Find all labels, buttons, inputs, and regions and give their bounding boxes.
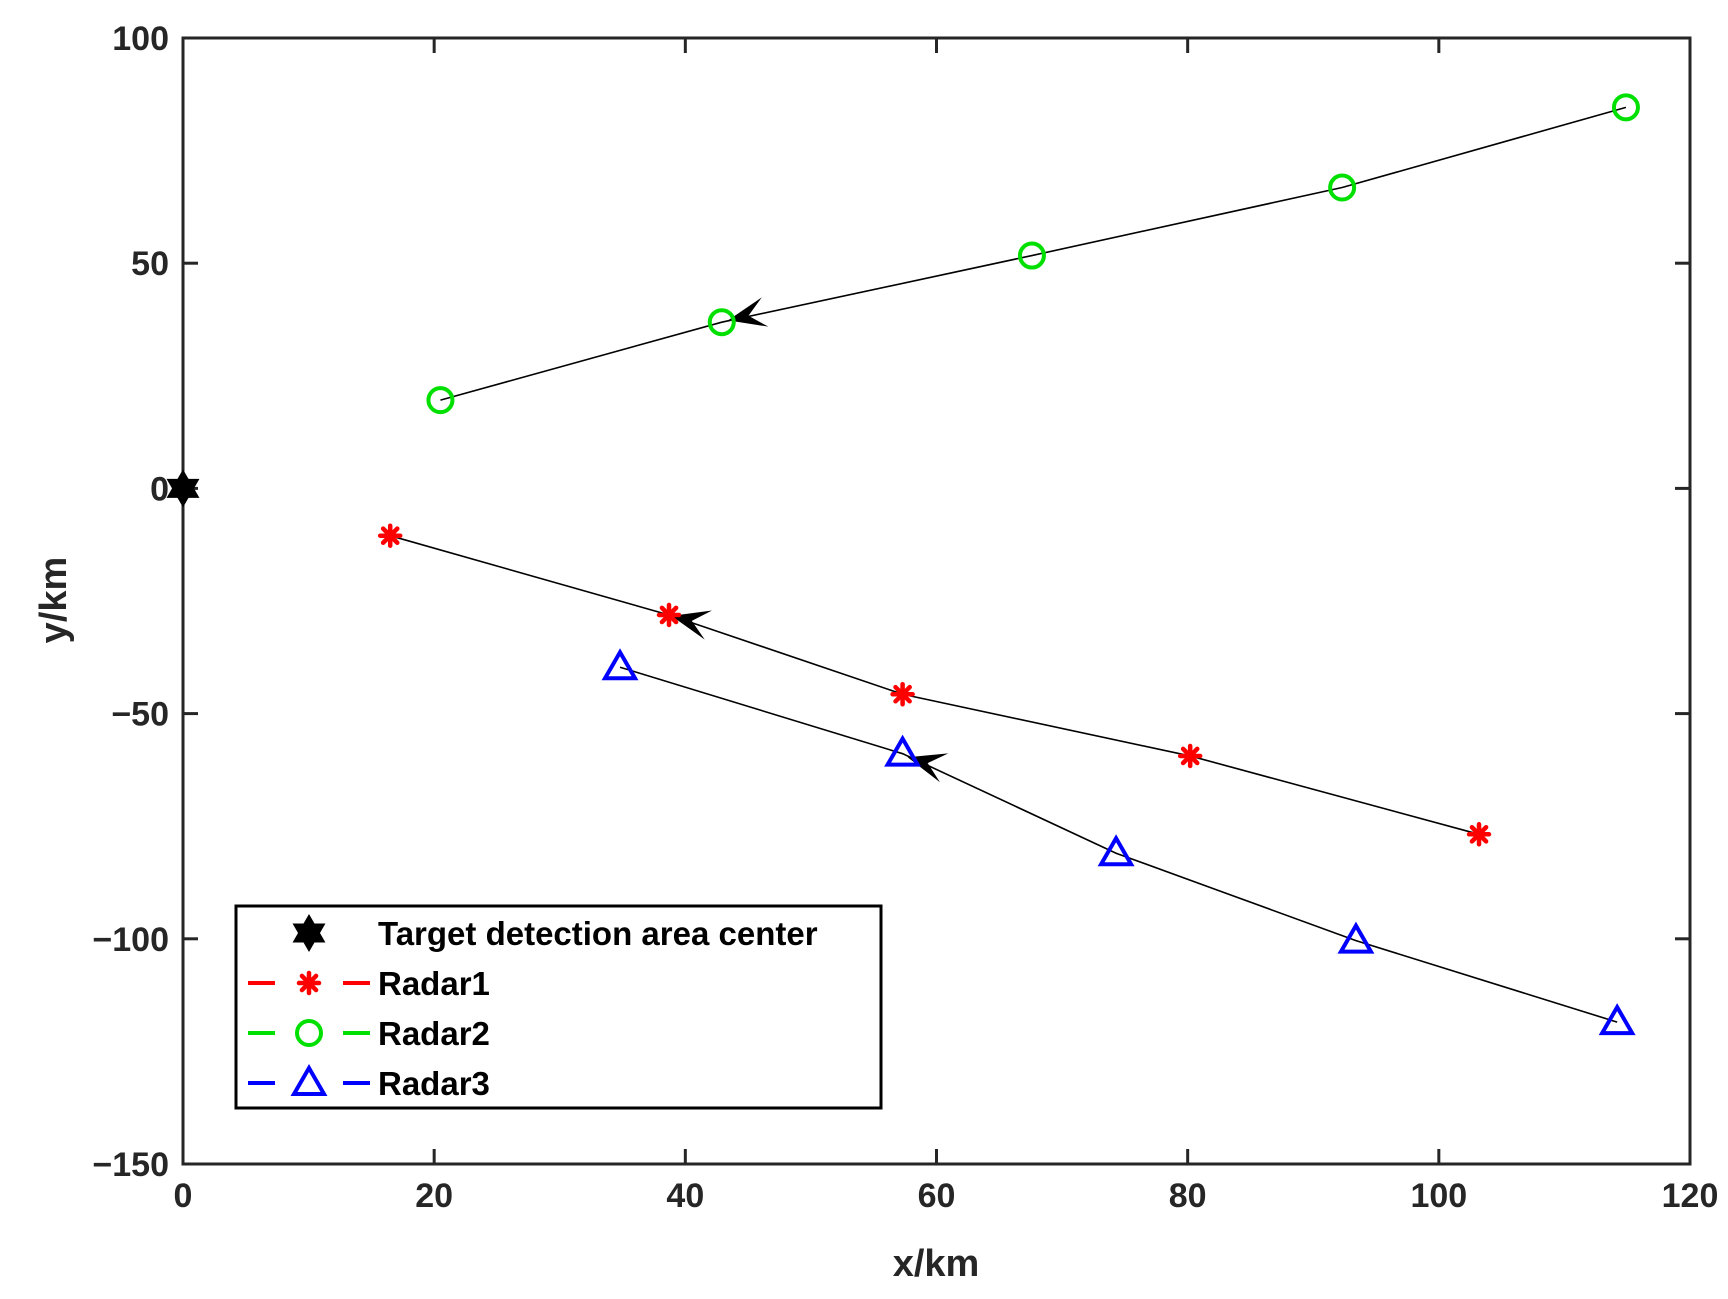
radar3-point bbox=[884, 734, 922, 767]
radar3-point bbox=[1337, 921, 1375, 954]
radar3-point bbox=[1598, 1003, 1636, 1036]
legend-label: Target detection area center bbox=[378, 915, 818, 952]
legend-label: Radar3 bbox=[378, 1065, 490, 1102]
radar2-point bbox=[1611, 93, 1640, 122]
y-tick-label: −50 bbox=[111, 696, 169, 734]
y-tick-label: 50 bbox=[131, 245, 169, 283]
legend-item-radar3: Radar3 bbox=[248, 1063, 490, 1102]
radar1-point bbox=[1177, 743, 1203, 769]
legend-marker bbox=[290, 1063, 328, 1096]
axis-ticks: 0 20 40 60 80 100 120 100 50 0 −50 −100 −150 bbox=[92, 20, 1718, 1215]
legend-marker bbox=[295, 1019, 323, 1047]
legend-marker bbox=[296, 970, 322, 996]
radar3-point bbox=[601, 648, 639, 681]
radar3-direction-arrow bbox=[907, 753, 949, 783]
radar2-point bbox=[707, 308, 736, 337]
x-axis-label: x/km bbox=[893, 1243, 980, 1285]
legend-marker bbox=[292, 914, 326, 952]
y-axis-label: y/km bbox=[33, 557, 75, 644]
x-tick-label: 120 bbox=[1662, 1177, 1719, 1215]
legend-label: Radar1 bbox=[378, 965, 490, 1002]
legend: Target detection area center Radar1 Radar2… bbox=[234, 904, 883, 1110]
y-tick-label: 100 bbox=[112, 20, 169, 58]
radar3-point bbox=[1097, 834, 1135, 867]
x-tick-label: 80 bbox=[1169, 1177, 1207, 1215]
legend-item-center: Target detection area center bbox=[292, 914, 818, 952]
radar1-point bbox=[890, 681, 915, 707]
legend-box bbox=[234, 904, 883, 1110]
legend-item-radar1: Radar1 bbox=[248, 965, 490, 1002]
x-tick-label: 0 bbox=[174, 1177, 193, 1215]
radar2-point bbox=[1017, 241, 1046, 270]
radar2-point bbox=[1328, 173, 1357, 202]
radar1-point bbox=[1466, 822, 1492, 847]
radar2-point bbox=[426, 386, 455, 415]
radar2-direction-arrow bbox=[728, 297, 769, 327]
y-tick-label: 0 bbox=[150, 470, 169, 508]
data-markers bbox=[166, 93, 1640, 1036]
radar3-track-line bbox=[619, 666, 1618, 1023]
radar2-track-line bbox=[440, 106, 1627, 401]
radar1-direction-arrow bbox=[671, 610, 713, 640]
radar1-point bbox=[377, 523, 403, 548]
legend-item-radar2: Radar2 bbox=[248, 1015, 490, 1052]
x-tick-label: 20 bbox=[415, 1177, 453, 1215]
y-tick-label: −100 bbox=[92, 921, 169, 959]
legend-label: Radar2 bbox=[378, 1015, 490, 1052]
y-tick-label: −150 bbox=[92, 1146, 169, 1184]
x-tick-label: 60 bbox=[918, 1177, 956, 1215]
detection-center-marker bbox=[166, 469, 200, 508]
radar1-point bbox=[656, 602, 682, 628]
x-tick-label: 100 bbox=[1410, 1177, 1467, 1215]
x-tick-label: 40 bbox=[666, 1177, 704, 1215]
